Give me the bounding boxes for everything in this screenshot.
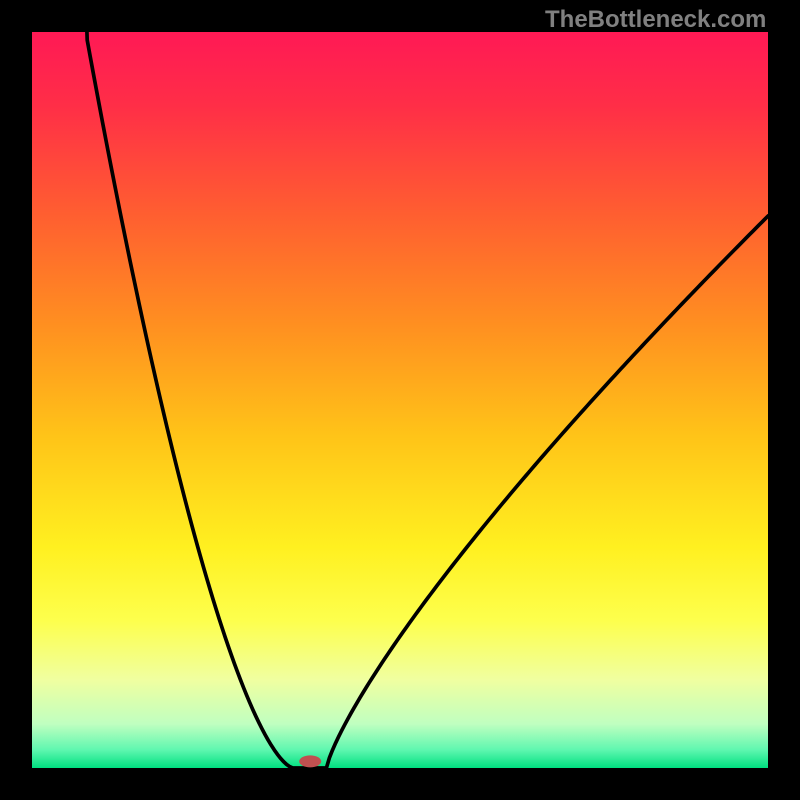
optimum-marker bbox=[299, 755, 321, 767]
watermark-text: TheBottleneck.com bbox=[545, 6, 766, 34]
gradient-background bbox=[32, 32, 768, 768]
plot-area bbox=[32, 32, 768, 768]
chart-stage: TheBottleneck.com bbox=[0, 0, 800, 800]
bottleneck-chart bbox=[32, 32, 768, 768]
